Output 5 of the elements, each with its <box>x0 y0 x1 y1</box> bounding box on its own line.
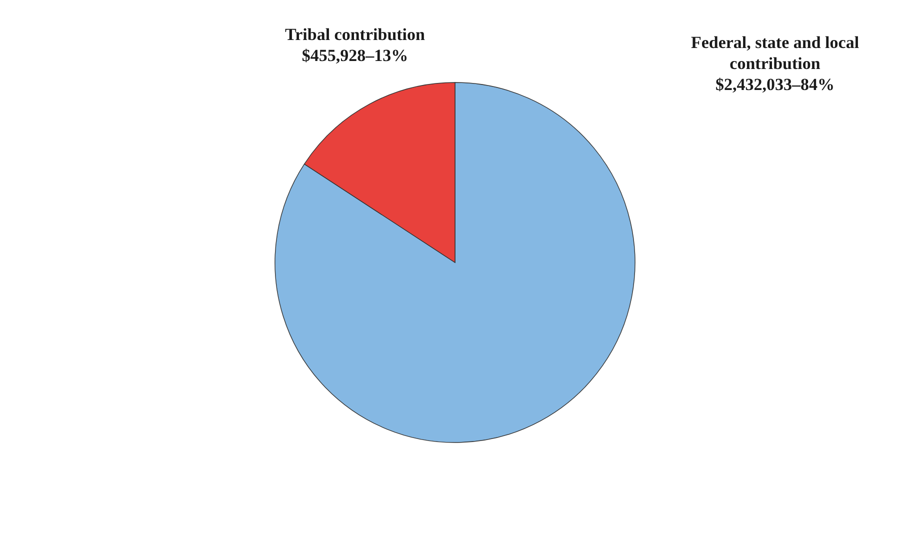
data-label: $2,432,033–84% <box>716 75 834 94</box>
data-label: $455,928–13% <box>302 46 408 65</box>
pie-slice <box>275 82 636 443</box>
slice-label: Tribal contribution <box>285 25 426 44</box>
slice-label: Federal, state and local contribution <box>690 33 860 73</box>
